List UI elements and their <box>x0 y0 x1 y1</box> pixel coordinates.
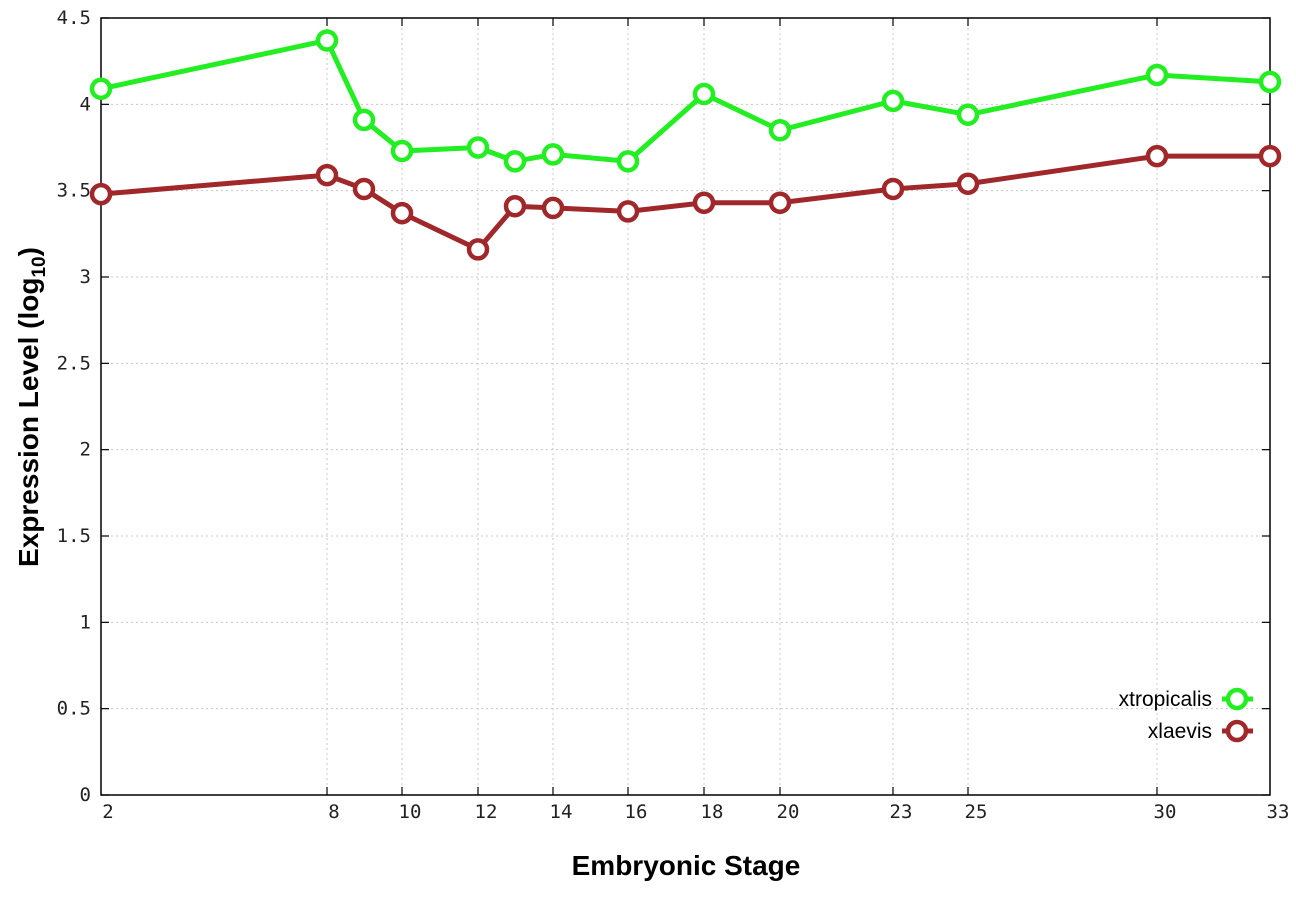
plot-frame <box>100 17 1271 796</box>
y-tick-label: 3.5 <box>57 180 91 202</box>
y-tick-label: 1.5 <box>57 525 91 547</box>
y-tick-label: 0.5 <box>57 698 91 720</box>
data-point-xlaevis <box>956 172 980 196</box>
data-point-xlaevis <box>503 194 527 218</box>
data-point-xlaevis <box>466 238 490 261</box>
data-point-xlaevis <box>692 191 716 215</box>
legend: xtropicalis xlaevis <box>1119 687 1253 743</box>
y-axis-title: Expression Level (log10) <box>13 247 50 567</box>
data-point-xtropicalis <box>466 136 490 159</box>
tick-layer: 0 0.5 1 1.5 2 2.5 3 3.5 4 4.5 2 8 10 12 14 16 18 20 23 25 30… <box>57 7 1290 823</box>
grid-layer <box>101 18 1270 795</box>
x-tick-label: 18 <box>701 801 724 823</box>
y-tick-label: 4.5 <box>57 7 91 29</box>
legend-label-xlaevis: xlaevis <box>1148 720 1212 743</box>
data-point-xtropicalis <box>390 139 414 163</box>
data-point-xlaevis <box>768 191 792 215</box>
series-line-xlaevis <box>100 153 1270 252</box>
data-point-xtropicalis <box>89 77 113 101</box>
y-tick-label: 1 <box>80 611 91 633</box>
x-axis-title: Embryonic Stage <box>572 850 801 881</box>
x-tick-label: 8 <box>328 801 339 823</box>
data-point-xtropicalis <box>352 108 376 132</box>
data-point-xtropicalis <box>692 82 716 106</box>
y-axis-title-main: Expression Level (log <box>13 278 44 567</box>
data-point-xtropicalis <box>503 150 527 173</box>
data-point-xlaevis <box>89 182 113 206</box>
data-point-xlaevis <box>315 163 339 187</box>
data-point-xlaevis <box>541 196 565 220</box>
y-tick-label: 4 <box>80 93 91 115</box>
legend-label-xtropicalis: xtropicalis <box>1119 688 1212 711</box>
y-axis-title-subscript: 10 <box>29 256 50 277</box>
data-point-xtropicalis <box>956 103 980 126</box>
y-tick-label: 0 <box>80 784 91 806</box>
x-tick-label: 25 <box>965 801 988 823</box>
series-line-xtropicalis <box>100 37 1271 164</box>
data-point-xtropicalis <box>315 29 339 52</box>
data-point-xtropicalis <box>541 143 565 166</box>
x-tick-label: 30 <box>1154 801 1177 823</box>
data-point-xlaevis <box>1258 144 1282 168</box>
x-tick-label: 2 <box>102 801 113 823</box>
y-tick-label: 2 <box>80 439 91 461</box>
x-tick-label: 33 <box>1267 801 1290 823</box>
x-tick-label: 20 <box>777 801 800 823</box>
series-layer <box>89 29 1282 261</box>
x-tick-label: 16 <box>625 801 648 823</box>
data-point-xlaevis <box>881 177 905 201</box>
data-point-xlaevis <box>352 177 376 201</box>
data-point-xtropicalis <box>1145 63 1169 87</box>
y-tick-label: 2.5 <box>57 352 91 374</box>
x-tick-label: 14 <box>550 801 573 823</box>
x-tick-label: 10 <box>399 801 422 823</box>
data-point-xtropicalis <box>768 118 792 142</box>
data-point-xlaevis <box>1145 144 1169 168</box>
data-point-xtropicalis <box>1258 70 1282 94</box>
data-point-xtropicalis <box>616 150 640 173</box>
data-point-xlaevis <box>390 201 414 225</box>
y-axis-title-close: ) <box>13 247 44 256</box>
data-point-xlaevis <box>616 200 640 223</box>
data-point-xtropicalis <box>881 89 905 113</box>
x-tick-label: 12 <box>475 801 498 823</box>
legend-marker-xlaevis <box>1225 719 1249 743</box>
legend-marker-xtropicalis <box>1225 687 1249 711</box>
x-tick-label: 23 <box>890 801 913 823</box>
y-tick-label: 3 <box>80 266 91 288</box>
